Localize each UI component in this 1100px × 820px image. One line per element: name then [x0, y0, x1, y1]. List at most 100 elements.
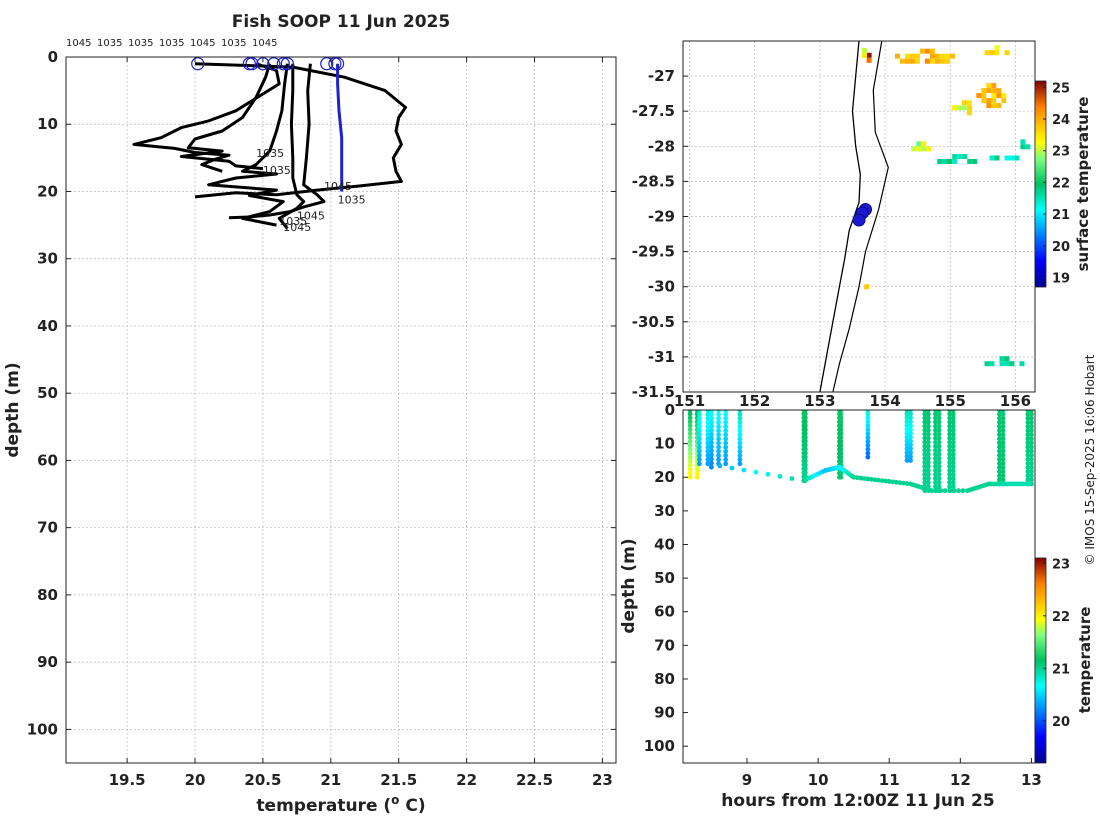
section-colorbar-tick-label: 22 [1052, 610, 1070, 625]
section-dot [951, 488, 957, 494]
section-y-tick-label: 0 [665, 401, 675, 419]
section-dot [709, 444, 714, 450]
map-y-ticks: -27 -27.5 -28 -28.5 -29 -29.5 -30 -30.5 -31 -31.5 [632, 67, 688, 401]
section-colorbar-tick-label: 23 [1052, 557, 1070, 572]
section-dot [737, 444, 743, 450]
map-sst-cell [1001, 93, 1007, 99]
section-dot [705, 415, 711, 421]
section-dot [950, 410, 956, 413]
map-sst-cell [934, 53, 940, 59]
profile-y-tick-label: 20 [37, 182, 58, 200]
section-dot [1025, 469, 1031, 475]
section-dot [997, 444, 1002, 450]
map-sst-cell [991, 93, 997, 99]
section-dot [838, 447, 844, 452]
section-dot [950, 480, 956, 486]
section-dot [802, 442, 808, 448]
section-dot [947, 476, 953, 481]
credit-text: © IMOS 15-Sep-2025 16:06 Hobart [1083, 354, 1097, 565]
section-dot [922, 451, 928, 457]
map-sst-cell [989, 155, 995, 161]
section-dot [925, 460, 931, 465]
section-dot [925, 480, 931, 486]
section-dot [741, 467, 747, 473]
chart-title: Fish SOOP 11 Jun 2025 [232, 12, 450, 32]
section-dot [1029, 465, 1034, 470]
map-sst-cell [939, 58, 945, 64]
section-dot [705, 457, 711, 463]
section-dot [1029, 473, 1034, 479]
section-dot [922, 480, 928, 486]
section-dot [950, 468, 956, 473]
section-dot [802, 431, 808, 436]
section-dot [865, 442, 871, 448]
map-sst-cell [926, 146, 932, 152]
profile-top-label: 1035 [97, 38, 122, 49]
section-dot [933, 427, 938, 433]
section-dot [709, 411, 714, 417]
section-dot [950, 456, 956, 461]
profile-surface-marker [280, 57, 294, 71]
section-dot [687, 470, 693, 476]
section-dot [947, 431, 953, 437]
section-dot [904, 454, 910, 459]
section-dot [922, 435, 928, 441]
section-dot [933, 460, 938, 465]
section-dot [687, 419, 693, 425]
map-sst-cell [986, 88, 992, 94]
section-dot [936, 411, 942, 417]
section-dot [723, 453, 729, 458]
map-sst-cell [904, 53, 910, 59]
section-dot [1025, 411, 1031, 417]
section-dot [687, 462, 693, 468]
map-sst-cell [1001, 98, 1007, 104]
section-dot [716, 420, 721, 425]
section-dot [777, 473, 783, 479]
section-dot [709, 419, 714, 425]
map-ship-track [852, 202, 873, 227]
map-sst-cell [921, 141, 927, 147]
section-dot [933, 480, 938, 486]
section-dot [1025, 436, 1031, 442]
section-dot [997, 415, 1002, 421]
map-sst-cell [942, 159, 948, 164]
profile-surface-marker [191, 57, 205, 71]
map-sst-cell [952, 159, 958, 164]
section-dot [1000, 465, 1006, 470]
section-dot [947, 411, 953, 417]
profile-top-label: 1045 [66, 38, 91, 49]
section-dot [947, 443, 953, 449]
map-sst-cell [1014, 155, 1020, 161]
section-dot [737, 448, 743, 454]
section-dot [936, 427, 942, 433]
section-dot [709, 452, 714, 458]
section-dot [950, 447, 956, 453]
section-dot [765, 471, 771, 477]
profile-y-tick-label: 0 [48, 48, 58, 66]
section-dot [904, 442, 910, 448]
section-dot [696, 440, 702, 446]
map-colorbar-label: surface temperature [1074, 97, 1092, 272]
section-dot [890, 479, 896, 485]
map-sst-cell [949, 53, 955, 59]
section-dot [997, 419, 1002, 425]
map-sst-cell [1004, 356, 1010, 362]
map-y-tick-label: -27 [648, 67, 675, 85]
profile-surface-marker [242, 57, 256, 71]
profile-line [228, 63, 326, 220]
section-dot [904, 415, 910, 421]
section-dot [922, 464, 928, 469]
profile-x-label: temperature (o C) [256, 793, 425, 816]
section-dot [723, 420, 729, 425]
section-dot [947, 439, 953, 445]
section-dot [947, 464, 953, 469]
map-x-tick-label: 153 [804, 392, 835, 410]
section-y-tick-label: 70 [654, 636, 675, 654]
section-dot [947, 488, 953, 494]
section-dot [950, 431, 956, 437]
map-x-tick-label: 151 [674, 392, 705, 410]
section-dot [838, 427, 844, 433]
section-dot [723, 440, 729, 446]
profile-line [207, 63, 289, 227]
section-dot [687, 411, 693, 417]
